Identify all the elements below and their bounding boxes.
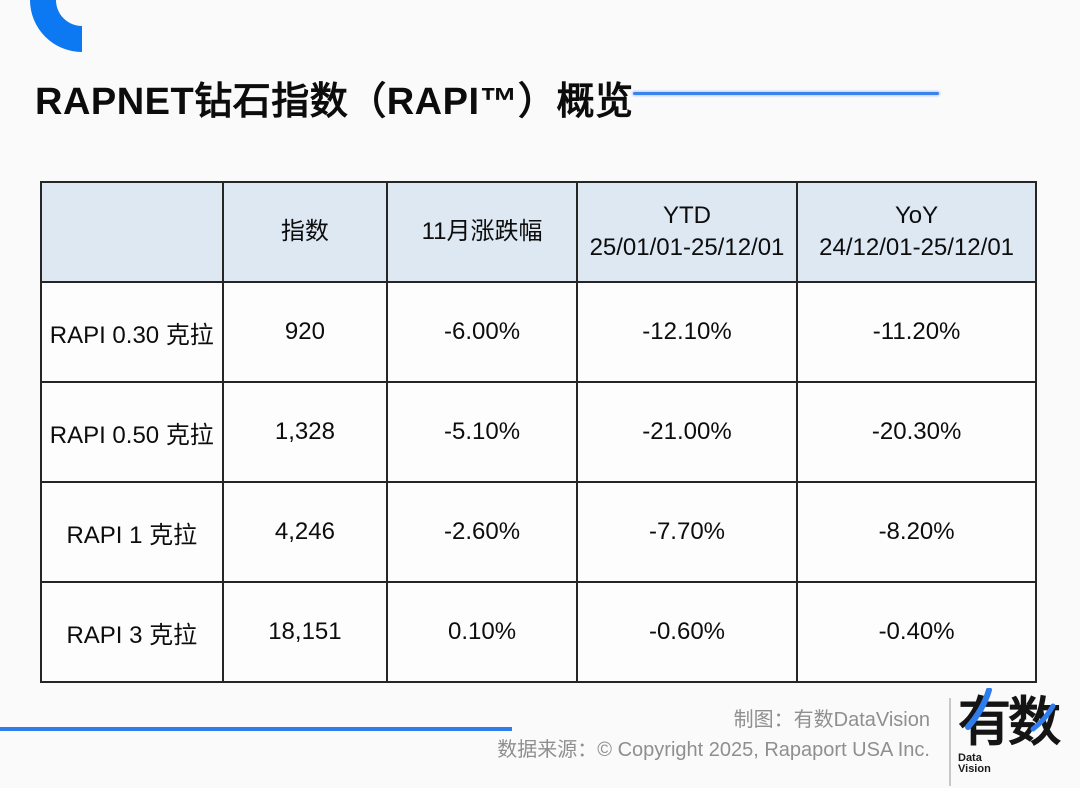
cell-yoy: -0.40% bbox=[796, 581, 1037, 683]
title-underline bbox=[633, 92, 939, 95]
cell-name: RAPI 0.30 克拉 bbox=[40, 281, 224, 383]
cell-ytd: -7.70% bbox=[575, 481, 799, 583]
brand-arc-icon bbox=[30, 0, 82, 52]
credit-line: 制图：有数DataVision bbox=[733, 709, 930, 731]
footer-divider bbox=[949, 698, 951, 786]
footer-credits: 制图：有数DataVision 数据来源：© Copyright 2025, R… bbox=[497, 705, 930, 765]
page-title: RAPNET钻石指数（RAPI™）概览 bbox=[35, 81, 634, 123]
col-header-label: YoY bbox=[895, 201, 939, 229]
cell-name: RAPI 3 克拉 bbox=[40, 581, 224, 683]
footer-accent-line bbox=[0, 727, 512, 731]
table-row: RAPI 3 克拉 18,151 0.10% -0.60% -0.40% bbox=[40, 581, 1037, 683]
cell-yoy: -8.20% bbox=[796, 481, 1037, 583]
source-line: 数据来源：© Copyright 2025, Rapaport USA Inc. bbox=[497, 739, 930, 761]
table-row: RAPI 0.30 克拉 920 -6.00% -12.10% -11.20% bbox=[40, 281, 1037, 383]
col-header-label: 11月涨跌幅 bbox=[421, 217, 543, 245]
table-row: RAPI 0.50 克拉 1,328 -5.10% -21.00% -20.30% bbox=[40, 381, 1037, 483]
logo-subtext: Data Vision bbox=[956, 752, 993, 776]
cell-name: RAPI 1 克拉 bbox=[40, 481, 224, 583]
cell-nov_change: 0.10% bbox=[386, 581, 578, 683]
logo-subtext-line2: Vision bbox=[958, 763, 991, 775]
col-header-1: 指数 bbox=[221, 181, 389, 283]
col-header-sublabel: 24/12/01-25/12/01 bbox=[819, 234, 1015, 261]
cell-name: RAPI 0.50 克拉 bbox=[40, 381, 224, 483]
logo-subtext-line1: Data bbox=[958, 752, 982, 764]
col-header-label: YTD bbox=[662, 201, 711, 229]
col-header-label: 指数 bbox=[280, 217, 329, 245]
rapi-index-table: 指数 11月涨跌幅 YTD 25/01/01-25/12/01 YoY 24/12/01-… bbox=[40, 181, 1037, 683]
col-header-sublabel: 25/01/01-25/12/01 bbox=[589, 234, 785, 261]
cell-index: 920 bbox=[221, 281, 389, 383]
cell-ytd: -21.00% bbox=[575, 381, 799, 483]
cell-index: 18,151 bbox=[221, 581, 389, 683]
cell-index: 4,246 bbox=[221, 481, 389, 583]
cell-nov_change: -2.60% bbox=[386, 481, 578, 583]
cell-nov_change: -6.00% bbox=[386, 281, 578, 383]
col-header-4: YoY 24/12/01-25/12/01 bbox=[796, 181, 1037, 283]
table-header-row: 指数 11月涨跌幅 YTD 25/01/01-25/12/01 YoY 24/12/01-… bbox=[40, 181, 1037, 283]
table-row: RAPI 1 克拉 4,246 -2.60% -7.70% -8.20% bbox=[40, 481, 1037, 583]
col-header-3: YTD 25/01/01-25/12/01 bbox=[575, 181, 799, 283]
cell-yoy: -11.20% bbox=[796, 281, 1037, 383]
cell-index: 1,328 bbox=[221, 381, 389, 483]
cell-nov_change: -5.10% bbox=[386, 381, 578, 483]
cell-yoy: -20.30% bbox=[796, 381, 1037, 483]
datavision-logo: 有数 Data Vision bbox=[956, 688, 1061, 784]
logo-accent-strokes-icon bbox=[965, 688, 1056, 732]
cell-ytd: -0.60% bbox=[575, 581, 799, 683]
cell-ytd: -12.10% bbox=[575, 281, 799, 383]
col-header-0 bbox=[40, 181, 224, 283]
col-header-2: 11月涨跌幅 bbox=[386, 181, 578, 283]
